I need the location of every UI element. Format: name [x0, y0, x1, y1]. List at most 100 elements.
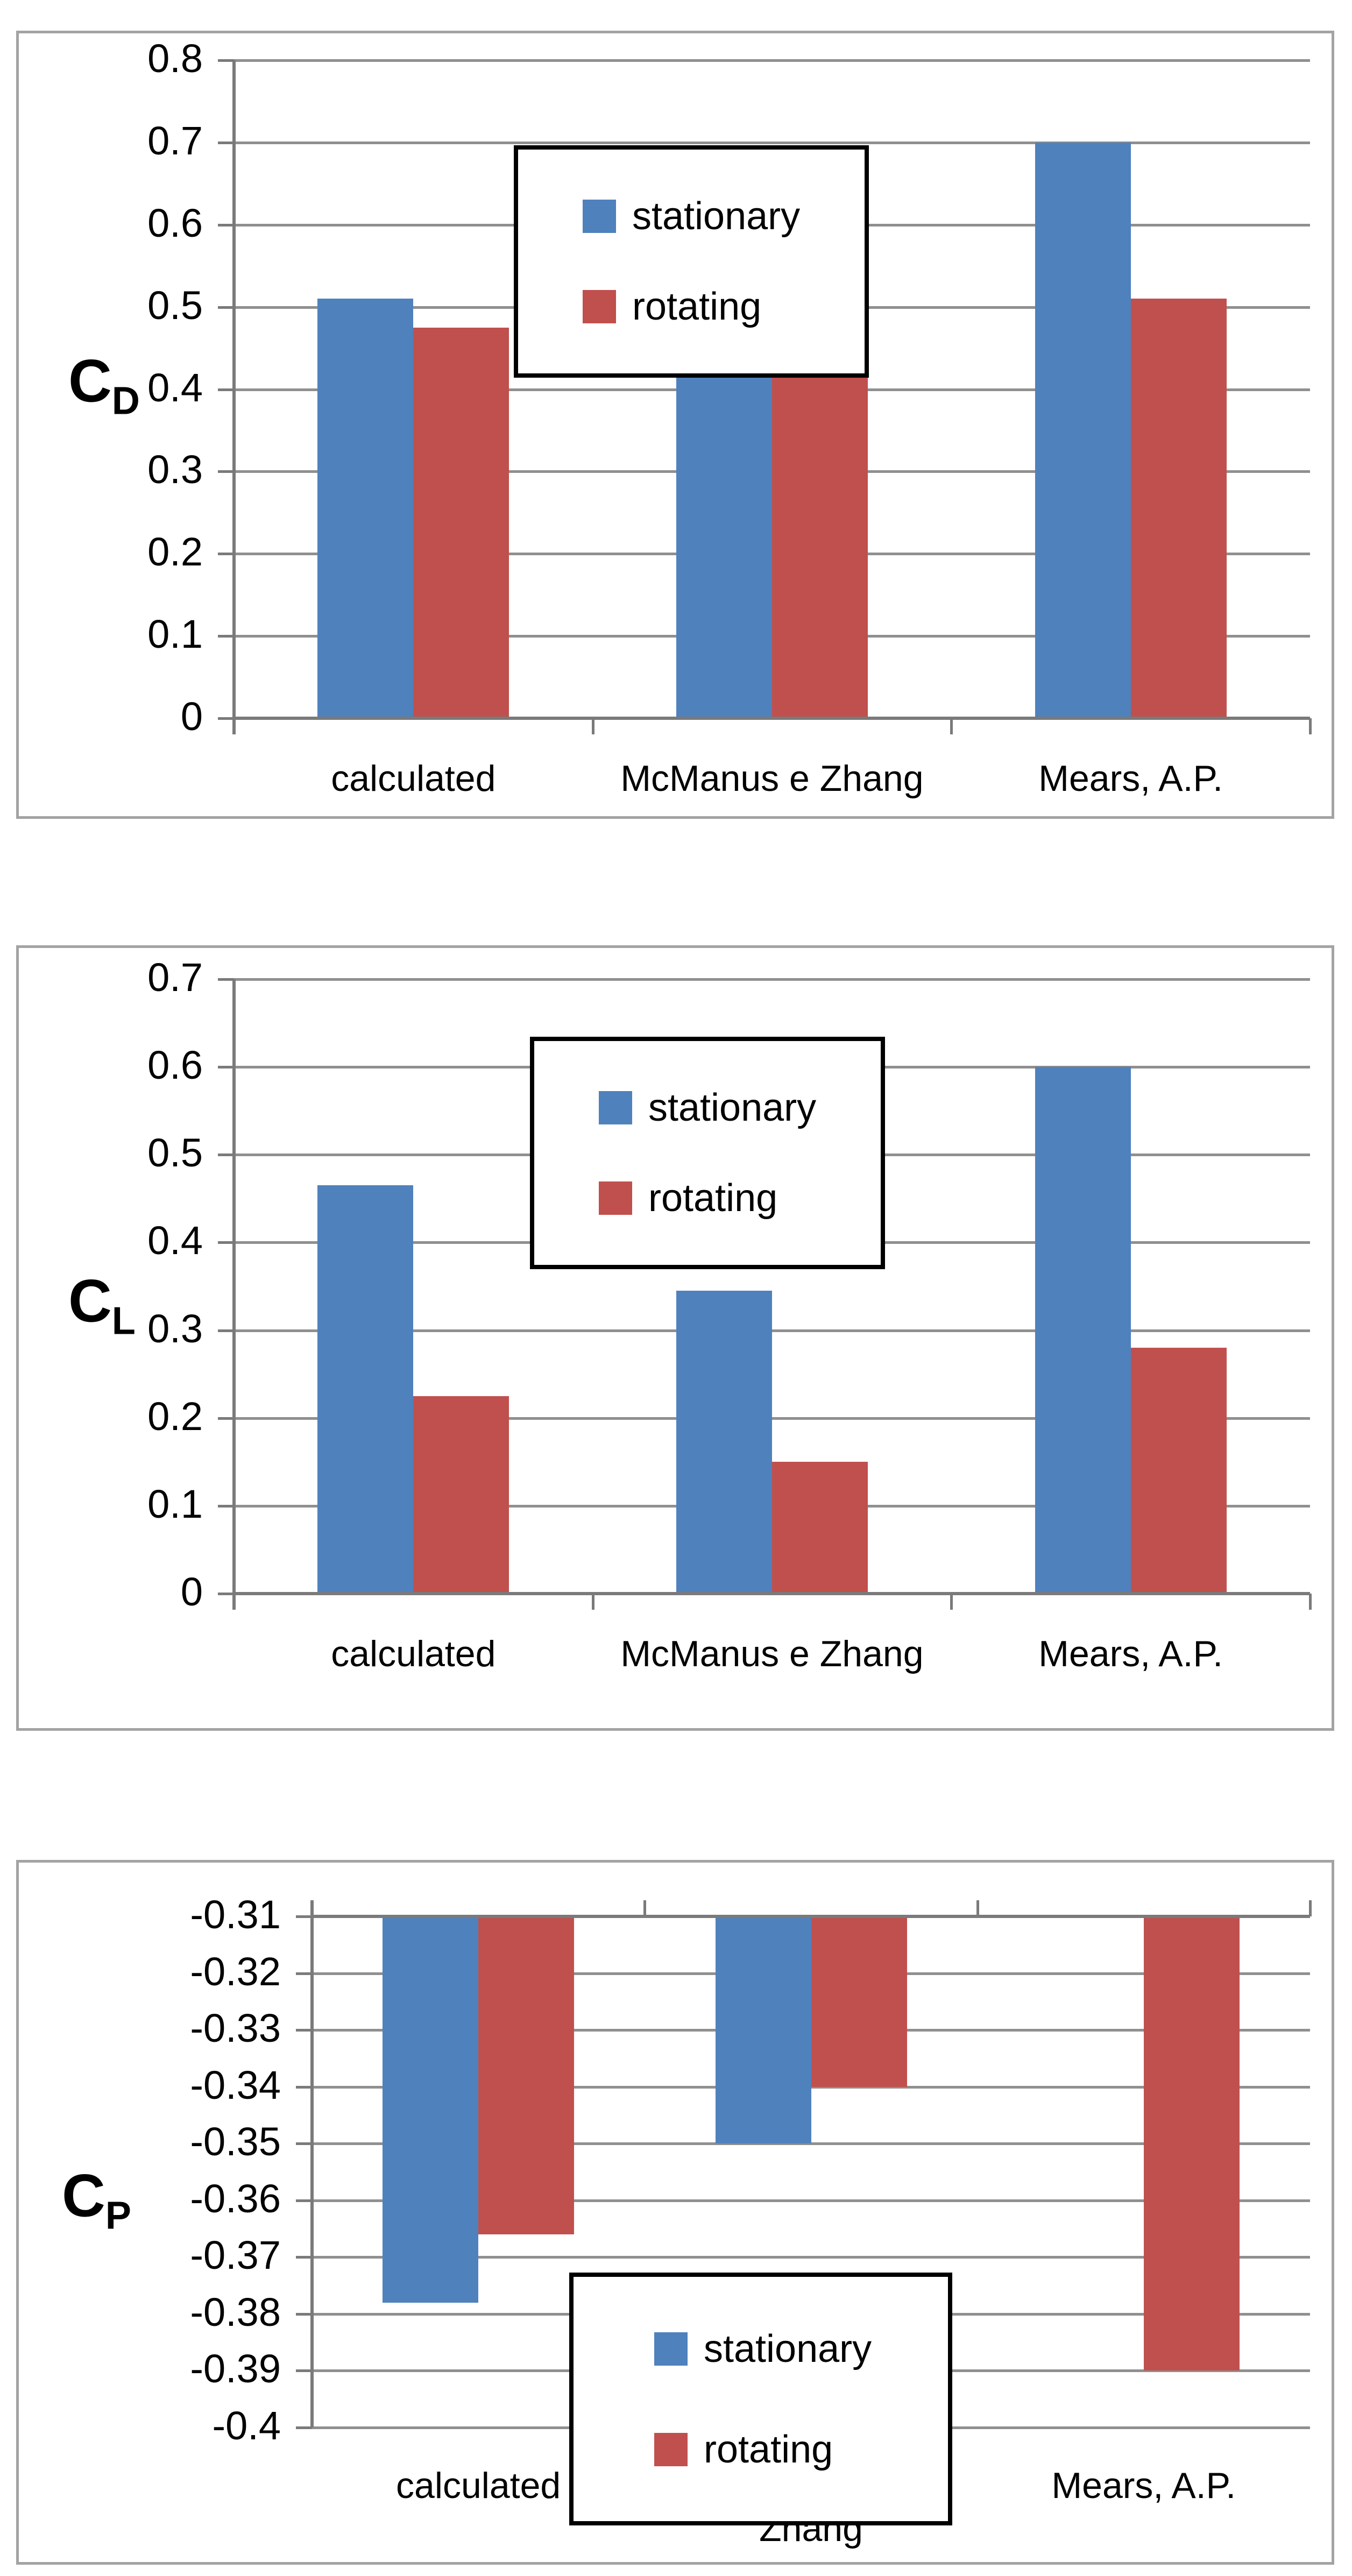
- bar-stationary-mcmanus-e-zhang: [676, 1291, 772, 1594]
- legend-swatch-rotating-icon: [583, 290, 616, 323]
- y-tick-label: 0.3: [147, 1306, 203, 1351]
- y-axis-tick: [296, 2369, 312, 2373]
- y-tick-label: 0.7: [147, 118, 203, 163]
- y-axis-title-sub: D: [111, 379, 140, 423]
- y-axis-tick: [296, 2256, 312, 2259]
- gridline: [312, 2199, 1310, 2202]
- bar-stationary-calculated: [317, 299, 414, 718]
- y-tick-label: 0.4: [147, 365, 203, 410]
- y-axis-tick: [218, 388, 234, 391]
- y-tick-label: 0.1: [147, 612, 203, 657]
- chart-cd-drag-coefficient: 0.8 0.7 0.6 0.5 0.4 0.3 0.2 0.1 0 calculated McMan…: [16, 31, 1334, 819]
- y-tick-label: 0.6: [147, 1043, 203, 1088]
- y-tick-label: -0.37: [190, 2233, 281, 2278]
- y-axis-tick: [218, 635, 234, 638]
- x-category-label: calculated: [331, 1633, 496, 1674]
- y-tick-label: 0.5: [147, 1130, 203, 1176]
- y-axis-tick: [296, 2085, 312, 2089]
- y-tick-label: -0.33: [190, 2006, 281, 2051]
- legend-item-stationary: stationary: [599, 1088, 881, 1127]
- legend-item-rotating: rotating: [654, 2430, 948, 2469]
- y-axis-tick: [218, 1417, 234, 1420]
- y-axis-title: CD: [68, 351, 140, 423]
- y-axis-title-main: C: [62, 2162, 105, 2230]
- y-axis-tick: [218, 59, 234, 62]
- bar-rotating-mcmanus-e-zhang: [772, 1462, 868, 1594]
- category-axis-line: [234, 717, 1310, 720]
- y-tick-label: 0.5: [147, 282, 203, 328]
- legend-swatch-stationary-icon: [599, 1091, 632, 1124]
- gridline: [234, 978, 1310, 981]
- bar-rotating-mears--a-p-: [1130, 1348, 1227, 1594]
- bar-stationary-calculated: [317, 1185, 414, 1594]
- category-axis-tick: [591, 1594, 594, 1610]
- y-axis-tick: [218, 223, 234, 227]
- y-axis-tick: [218, 1593, 234, 1595]
- y-tick-label: -0.32: [190, 1949, 281, 1994]
- y-tick-label: -0.36: [190, 2176, 281, 2221]
- y-axis-title: CP: [62, 2165, 131, 2235]
- category-axis-tick: [1309, 718, 1312, 734]
- y-tick-label: -0.35: [190, 2119, 281, 2164]
- bar-rotating-mcmanus-e-zhang: [811, 1916, 907, 2087]
- bar-rotating-calculated: [413, 1396, 509, 1594]
- bar-rotating-mears--a-p-: [1130, 299, 1227, 718]
- value-axis-line: [310, 1900, 314, 2428]
- gridline: [234, 1417, 1310, 1420]
- y-axis-tick: [218, 306, 234, 309]
- bar-rotating-mears--a-p-: [1143, 1916, 1240, 2371]
- y-tick-label: 0: [180, 694, 203, 739]
- category-axis-tick: [591, 718, 594, 734]
- y-axis-tick: [296, 2142, 312, 2146]
- chart-cl-lift-coefficient: 0.7 0.6 0.5 0.4 0.3 0.2 0.1 0 calculated McManus …: [16, 945, 1334, 1731]
- category-axis-line: [234, 1592, 1310, 1595]
- y-axis-tick: [218, 717, 234, 720]
- x-category-label: McManus e Zhang: [620, 758, 924, 799]
- bar-stationary-mears--a-p-: [1035, 1067, 1131, 1594]
- legend-item-rotating: rotating: [583, 287, 865, 326]
- legend-label: stationary: [704, 2327, 872, 2370]
- value-axis-line: [232, 60, 236, 734]
- y-axis-tick: [296, 2312, 312, 2316]
- bar-rotating-calculated: [413, 327, 509, 718]
- gridline: [312, 2142, 1310, 2146]
- y-axis-title-sub: L: [111, 1299, 136, 1343]
- y-axis-tick: [296, 2029, 312, 2032]
- legend-swatch-stationary-icon: [583, 200, 616, 233]
- chart-cp-pressure-coefficient: -0.31 -0.32 -0.33 -0.34 -0.35 -0.36 -0.37 -0.38…: [16, 1860, 1334, 2565]
- legend-label: stationary: [632, 195, 801, 238]
- y-tick-label: 0.3: [147, 447, 203, 492]
- y-tick-label: 0.8: [147, 36, 203, 81]
- x-category-label: McManus e Zhang: [620, 1633, 924, 1674]
- value-axis-line: [232, 979, 236, 1610]
- x-category-label: calculated: [331, 758, 496, 799]
- y-axis-tick: [218, 1241, 234, 1244]
- y-axis-tick: [296, 2426, 312, 2429]
- y-tick-label: 0.2: [147, 529, 203, 575]
- y-axis-title-main: C: [68, 1267, 112, 1335]
- y-tick-label: 0.6: [147, 200, 203, 245]
- legend-label: stationary: [648, 1086, 817, 1129]
- gridline: [234, 141, 1310, 144]
- y-axis-tick: [296, 1972, 312, 1975]
- category-axis-tick: [1309, 1900, 1312, 1916]
- y-tick-label: 0.7: [147, 955, 203, 1000]
- y-axis-tick: [218, 1153, 234, 1157]
- bar-stationary-mcmanus-e-zhang: [676, 331, 772, 718]
- gridline: [312, 2085, 1310, 2089]
- x-category-label: calculated: [396, 2465, 561, 2506]
- y-axis-tick: [218, 1329, 234, 1332]
- legend-swatch-rotating-icon: [654, 2432, 688, 2466]
- y-axis-tick: [296, 2199, 312, 2202]
- y-tick-label: 0.1: [147, 1481, 203, 1526]
- x-category-label: Mears, A.P.: [1038, 758, 1223, 799]
- legend: stationary rotating: [514, 145, 869, 378]
- category-axis-tick: [643, 1900, 647, 1916]
- y-axis-tick: [218, 141, 234, 144]
- y-axis-tick: [218, 553, 234, 556]
- category-axis-tick: [976, 1900, 979, 1916]
- y-axis-tick: [218, 1504, 234, 1508]
- y-tick-label: -0.4: [212, 2403, 281, 2448]
- y-axis-title-main: C: [68, 347, 112, 415]
